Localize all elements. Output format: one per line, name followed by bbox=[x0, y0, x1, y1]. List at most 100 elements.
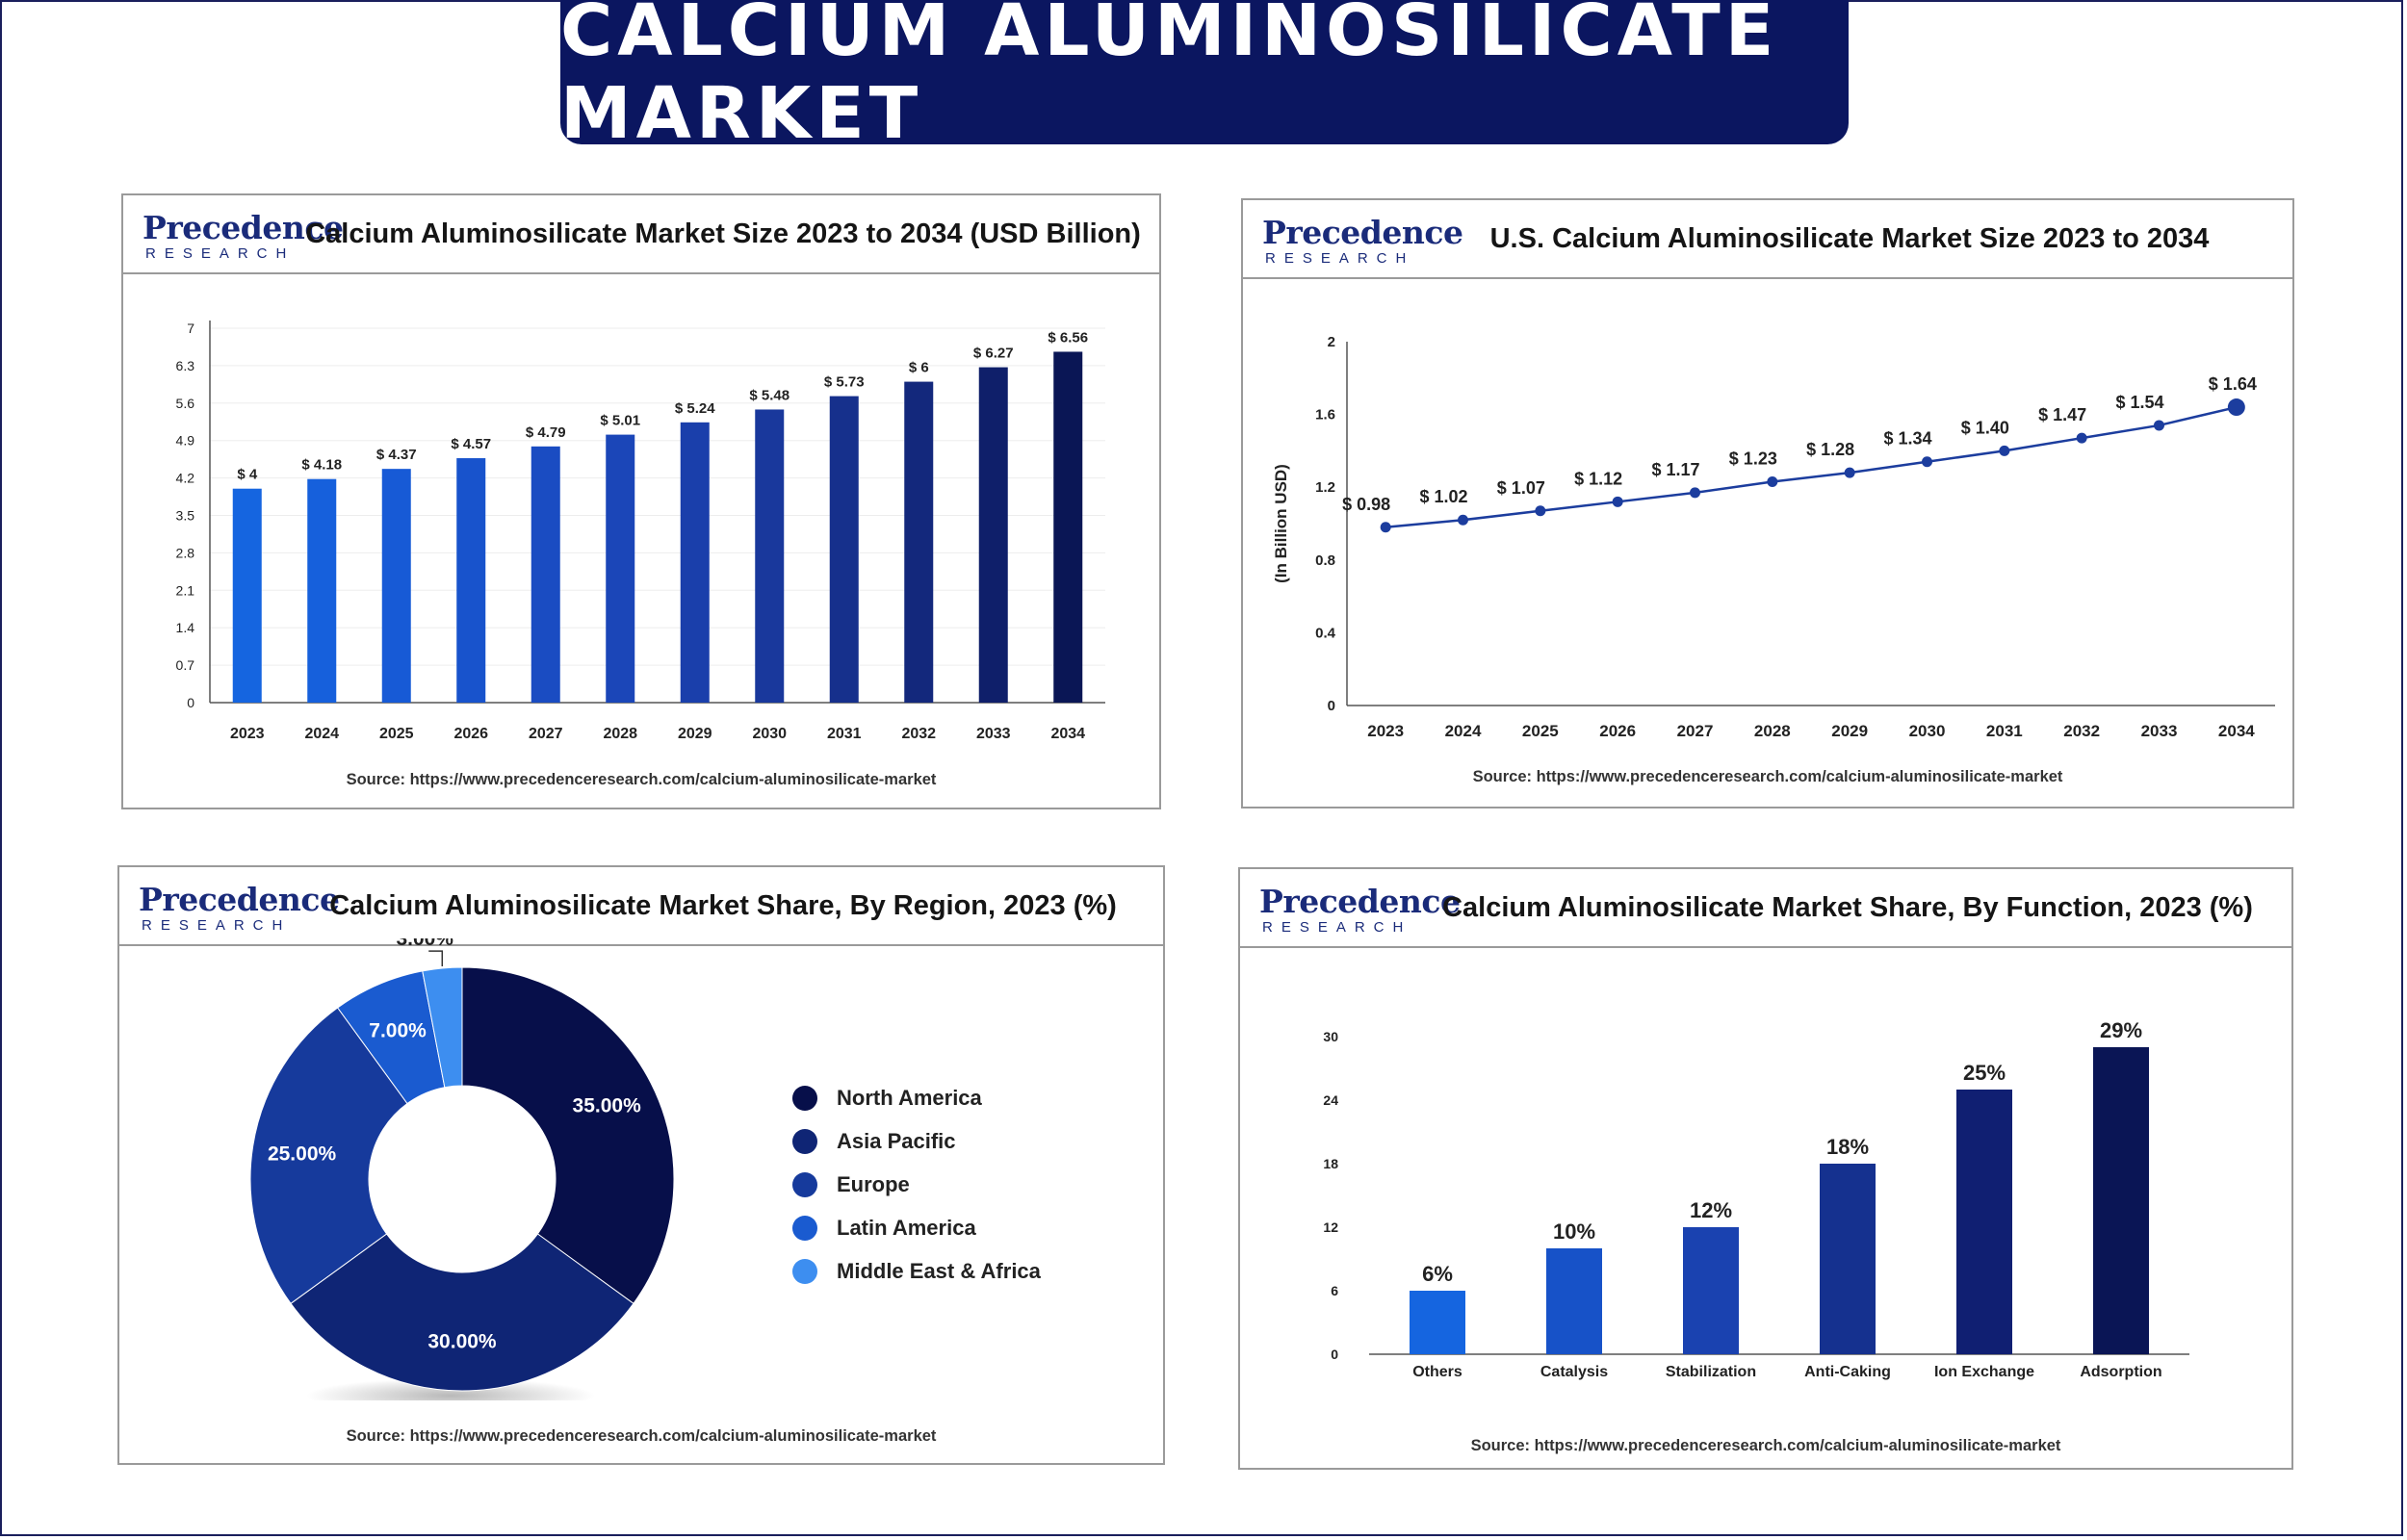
y-tick-label: 6 bbox=[1331, 1283, 1338, 1298]
legend-marker bbox=[792, 1128, 817, 1154]
legend-marker bbox=[792, 1258, 817, 1284]
data-label: $ 5.48 bbox=[749, 387, 789, 403]
page-title: CALCIUM ALUMINOSILICATE MARKET bbox=[560, 0, 1849, 155]
y-tick-label: 0 bbox=[1328, 698, 1335, 714]
y-tick-label: 0 bbox=[1331, 1347, 1338, 1362]
panel-header: Precedence RESEARCH Calcium Aluminosilic… bbox=[119, 867, 1163, 946]
data-label: $ 4.79 bbox=[526, 424, 566, 441]
x-tick-label: 2032 bbox=[2063, 722, 2100, 740]
legend-item-asia-pacific: Asia Pacific bbox=[792, 1119, 1041, 1163]
pie-slice bbox=[290, 1233, 634, 1392]
y-tick-label: 18 bbox=[1323, 1156, 1338, 1171]
function-bar-chart: 0 6 12 18 24 30 6% Others 10% Catalysis 12% Stabili… bbox=[1323, 1018, 2189, 1380]
logo-subtitle: RESEARCH bbox=[1262, 919, 1412, 936]
legend-label: North America bbox=[837, 1085, 982, 1110]
y-tick-label: 0 bbox=[187, 695, 194, 710]
legend-marker bbox=[792, 1215, 817, 1241]
data-point bbox=[1922, 456, 1932, 468]
x-tick-label: 2034 bbox=[1050, 726, 1085, 742]
region-donut-chart: 35.00% 30.00% 25.00% 7.00% 3.00% bbox=[249, 938, 675, 1400]
panel-header: Precedence RESEARCH U.S. Calcium Alumino… bbox=[1243, 200, 2292, 279]
x-tick-label: Adsorption bbox=[2080, 1364, 2161, 1380]
y-tick-label: 2.8 bbox=[176, 545, 195, 560]
market-size-panel: Precedence RESEARCH Calcium Aluminosilic… bbox=[121, 193, 1161, 809]
pie-slice bbox=[461, 966, 675, 1305]
data-point bbox=[1844, 467, 1855, 478]
data-label: 25% bbox=[1963, 1061, 2006, 1085]
x-tick-label: Anti-Caking bbox=[1804, 1364, 1891, 1380]
data-label: $ 4 bbox=[237, 467, 258, 483]
slice-label: 3.00% bbox=[396, 938, 453, 950]
data-label: $ 1.28 bbox=[1806, 440, 1854, 459]
data-label: 29% bbox=[2100, 1018, 2142, 1042]
y-tick-label: 1.6 bbox=[1315, 407, 1335, 424]
pie-slice bbox=[249, 1007, 408, 1305]
logo-wordmark: Precedence bbox=[142, 209, 344, 246]
x-tick-label: 2033 bbox=[2141, 722, 2178, 740]
data-label: 12% bbox=[1690, 1198, 1732, 1222]
data-label: $ 1.02 bbox=[1419, 487, 1467, 506]
x-tick-label: 2027 bbox=[529, 726, 563, 742]
data-point bbox=[1380, 522, 1391, 533]
logo-subtitle: RESEARCH bbox=[1265, 250, 1415, 267]
data-label: 10% bbox=[1553, 1219, 1595, 1244]
bar bbox=[978, 367, 1008, 703]
x-tick-label: 2034 bbox=[2218, 722, 2255, 740]
logo-wordmark: Precedence bbox=[1262, 214, 1463, 251]
data-point bbox=[2076, 432, 2087, 444]
y-tick-label: 2 bbox=[1328, 334, 1335, 350]
region-legend: North America Asia Pacific Europe Latin … bbox=[792, 1076, 1041, 1293]
legend-marker bbox=[792, 1171, 817, 1197]
data-label: 6% bbox=[1422, 1262, 1453, 1286]
bar bbox=[904, 381, 934, 703]
y-tick-label: 3.5 bbox=[176, 508, 195, 524]
data-label: $ 1.12 bbox=[1574, 469, 1622, 488]
y-tick-label: 0.4 bbox=[1315, 625, 1336, 641]
legend-item-latin-america: Latin America bbox=[792, 1206, 1041, 1249]
x-tick-label: Stabilization bbox=[1666, 1364, 1756, 1380]
market-size-bar-chart: 0 0.7 1.4 2.1 2.8 3.5 4.2 4.9 5.6 6.3 7 $ 4 2023 $ 4.… bbox=[176, 321, 1105, 742]
x-tick-label: 2029 bbox=[678, 726, 712, 742]
data-point bbox=[1999, 445, 2010, 456]
chart-title: Calcium Aluminosilicate Market Share, By… bbox=[329, 889, 1117, 921]
legend-marker bbox=[792, 1085, 817, 1111]
slice-label: 35.00% bbox=[573, 1095, 642, 1117]
data-label: $ 4.37 bbox=[376, 447, 417, 463]
legend-item-north-america: North America bbox=[792, 1076, 1041, 1119]
x-tick-label: Catalysis bbox=[1540, 1364, 1608, 1380]
data-label: $ 6.27 bbox=[973, 346, 1014, 362]
data-label: 18% bbox=[1826, 1135, 1869, 1159]
data-label: $ 5.73 bbox=[824, 374, 865, 391]
data-label: $ 4.57 bbox=[451, 436, 491, 452]
legend-item-middle-east-africa: Middle East & Africa bbox=[792, 1249, 1041, 1293]
x-tick-label: 2023 bbox=[230, 726, 265, 742]
data-point bbox=[2227, 398, 2245, 417]
x-tick-label: 2028 bbox=[1754, 722, 1791, 740]
data-label: $ 0.98 bbox=[1342, 495, 1390, 514]
x-tick-label: 2025 bbox=[1522, 722, 1559, 740]
us-market-panel: Precedence RESEARCH U.S. Calcium Alumino… bbox=[1241, 198, 2294, 808]
precedence-logo: Precedence RESEARCH bbox=[142, 209, 344, 263]
x-tick-label: 2024 bbox=[304, 726, 339, 742]
chart-title: Calcium Aluminosilicate Market Share, By… bbox=[1442, 891, 2253, 923]
data-point bbox=[2154, 420, 2164, 431]
source-note: Source: https://www.precedenceresearch.c… bbox=[1472, 768, 2063, 785]
legend-label: Middle East & Africa bbox=[837, 1258, 1041, 1283]
y-tick-label: 7 bbox=[187, 321, 194, 336]
source-note: Source: https://www.precedenceresearch.c… bbox=[1470, 1437, 2061, 1454]
y-tick-label: 0.8 bbox=[1315, 552, 1335, 569]
chart-title: Calcium Aluminosilicate Market Size 2023… bbox=[305, 218, 1141, 249]
bar bbox=[606, 434, 635, 703]
precedence-logo: Precedence RESEARCH bbox=[1259, 883, 1461, 937]
data-label: $ 1.54 bbox=[2115, 393, 2163, 412]
panel-header: Precedence RESEARCH Calcium Aluminosilic… bbox=[1240, 869, 2291, 948]
bar bbox=[307, 478, 337, 703]
y-tick-label: 4.9 bbox=[176, 433, 195, 449]
y-tick-label: 24 bbox=[1323, 1092, 1338, 1108]
bar bbox=[1546, 1248, 1602, 1354]
chart-title: U.S. Calcium Aluminosilicate Market Size… bbox=[1489, 222, 2210, 254]
y-tick-label: 0.7 bbox=[176, 657, 195, 673]
x-tick-label: 2028 bbox=[603, 726, 637, 742]
y-tick-label: 4.2 bbox=[176, 471, 195, 486]
data-label: $ 1.64 bbox=[2209, 374, 2257, 394]
